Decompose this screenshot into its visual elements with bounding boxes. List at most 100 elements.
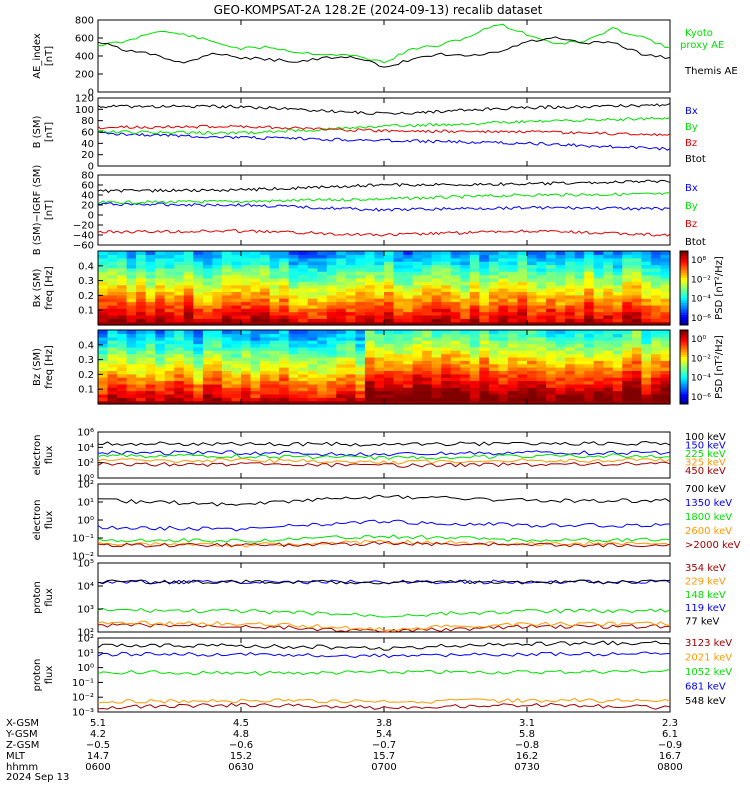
spectro-cell bbox=[498, 367, 509, 371]
spectro-cell bbox=[593, 284, 604, 289]
spectro-cell bbox=[317, 294, 328, 299]
spectro-cell bbox=[469, 301, 480, 306]
spectro-cell bbox=[364, 271, 375, 276]
spectro-cell bbox=[422, 350, 433, 355]
spectro-cell bbox=[336, 383, 347, 388]
spectro-cell bbox=[221, 291, 232, 296]
spectro-cell bbox=[193, 281, 204, 286]
spectro-cell bbox=[517, 383, 528, 388]
spectro-cell bbox=[345, 356, 356, 361]
spectro-cell bbox=[403, 264, 414, 269]
spectro-cell bbox=[183, 353, 194, 358]
spectro-cell bbox=[412, 336, 423, 341]
spectro-cell bbox=[546, 318, 557, 323]
spectro-cell bbox=[374, 301, 385, 306]
spectro-cell bbox=[441, 367, 452, 371]
spectro-cell bbox=[345, 314, 356, 319]
spectro-cell bbox=[107, 294, 118, 299]
y-tick-label-7: 10² bbox=[77, 628, 94, 639]
spectro-cell bbox=[612, 390, 623, 395]
spectro-cell bbox=[384, 383, 395, 388]
spectro-cell bbox=[631, 284, 642, 289]
spectro-cell bbox=[221, 267, 232, 272]
spectro-cell bbox=[317, 267, 328, 272]
spectro-cell bbox=[441, 251, 452, 255]
spectro-cell bbox=[117, 373, 128, 378]
spectro-cell bbox=[650, 367, 661, 371]
spectro-cell bbox=[269, 370, 280, 375]
spectro-cell bbox=[555, 301, 566, 306]
spectro-cell bbox=[250, 363, 261, 368]
spectro-cell bbox=[422, 387, 433, 392]
spectro-cell bbox=[660, 336, 671, 341]
spectro-cell bbox=[136, 318, 147, 323]
colorbar-cell bbox=[680, 376, 688, 380]
spectro-cell bbox=[136, 397, 147, 402]
spectro-cell bbox=[460, 373, 471, 378]
spectro-cell bbox=[183, 314, 194, 319]
spectro-cell bbox=[155, 393, 166, 398]
spectro-cell bbox=[574, 336, 585, 341]
spectro-cell bbox=[422, 397, 433, 402]
spectro-cell bbox=[641, 377, 652, 382]
spectro-cell bbox=[212, 274, 223, 279]
spectro-cell bbox=[517, 360, 528, 365]
spectro-cell bbox=[612, 281, 623, 286]
spectro-cell bbox=[527, 336, 538, 341]
spectro-cell bbox=[241, 346, 252, 351]
spectro-cell bbox=[546, 343, 557, 348]
colorbar-cell bbox=[680, 352, 688, 356]
spectro-cell bbox=[412, 291, 423, 296]
spectro-cell bbox=[202, 346, 213, 351]
spectro-cell bbox=[603, 264, 614, 269]
spectro-cell bbox=[164, 284, 175, 289]
spectro-cell bbox=[117, 390, 128, 395]
footer-value: 4.8 bbox=[233, 729, 249, 740]
spectro-cell bbox=[660, 380, 671, 385]
spectro-cell bbox=[98, 314, 109, 319]
spectro-cell bbox=[145, 294, 156, 299]
spectro-cell bbox=[650, 340, 661, 345]
spectro-cell bbox=[507, 363, 518, 368]
spectro-cell bbox=[317, 387, 328, 392]
spectro-cell bbox=[374, 367, 385, 371]
legend-6-3: 2600 keV bbox=[685, 526, 732, 537]
spectro-cell bbox=[422, 346, 433, 351]
spectro-cell bbox=[107, 251, 118, 255]
spectro-cell bbox=[221, 336, 232, 341]
spectro-cell bbox=[136, 264, 147, 269]
spectro-cell bbox=[431, 314, 442, 319]
spectro-cell bbox=[384, 397, 395, 402]
spectro-cell bbox=[241, 380, 252, 385]
spectro-cell bbox=[527, 304, 538, 309]
spectro-cell bbox=[469, 298, 480, 303]
spectro-cell bbox=[107, 304, 118, 309]
spectro-cell bbox=[126, 400, 137, 405]
spectro-cell bbox=[164, 333, 175, 338]
spectro-cell bbox=[631, 340, 642, 345]
spectro-cell bbox=[317, 330, 328, 334]
spectro-cell bbox=[260, 257, 271, 262]
colorbar-cell bbox=[680, 260, 688, 264]
spectro-cell bbox=[155, 274, 166, 279]
spectro-cell bbox=[298, 294, 309, 299]
spectro-cell bbox=[507, 291, 518, 296]
footer-value: 3.1 bbox=[519, 718, 535, 729]
spectro-cell bbox=[441, 333, 452, 338]
spectro-cell bbox=[631, 346, 642, 351]
spectro-cell bbox=[269, 271, 280, 276]
spectro-cell bbox=[450, 340, 461, 345]
spectro-cell bbox=[479, 373, 490, 378]
spectro-cell bbox=[593, 308, 604, 313]
spectro-cell bbox=[574, 271, 585, 276]
spectro-cell bbox=[412, 301, 423, 306]
spectro-cell bbox=[422, 370, 433, 375]
spectro-cell bbox=[260, 400, 271, 405]
spectro-cell bbox=[584, 380, 595, 385]
spectro-cell bbox=[650, 271, 661, 276]
spectro-cell bbox=[241, 271, 252, 276]
y-axis-label-5: flux bbox=[44, 446, 55, 465]
spectro-cell bbox=[546, 346, 557, 351]
spectro-cell bbox=[384, 288, 395, 292]
spectro-cell bbox=[488, 288, 499, 292]
